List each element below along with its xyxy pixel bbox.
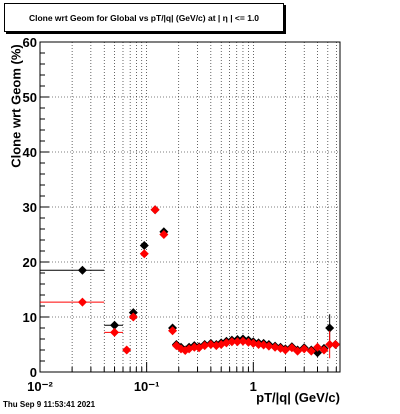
data-point: [227, 337, 237, 347]
x-tick-label: 10⁻²: [27, 379, 53, 394]
y-tick-label: 50: [23, 90, 37, 105]
chart-title-text: Clone wrt Geom for Global vs pT/|q| (GeV…: [28, 12, 260, 23]
data-point: [77, 297, 87, 307]
data-point: [306, 346, 316, 356]
data-point: [139, 241, 149, 250]
data-point: [168, 326, 178, 336]
data-point: [139, 249, 149, 259]
data-point: [313, 342, 323, 352]
data-point: [254, 340, 264, 349]
data-point: [232, 337, 242, 347]
data-point: [331, 340, 341, 349]
data-point: [128, 312, 138, 322]
data-point: [325, 340, 335, 349]
data-point: [319, 345, 329, 355]
x-tick-label: 10⁻¹: [134, 379, 160, 394]
x-tick-label: 1: [250, 379, 257, 394]
y-axis-label-text: Clone wrt Geom (%): [8, 44, 24, 168]
data-point: [159, 230, 169, 239]
grid: [40, 42, 340, 372]
y-tick-label: 40: [23, 145, 37, 160]
data-point: [122, 345, 132, 355]
y-tick-label: 10: [23, 310, 37, 325]
x-axis-label: pT/|q| (GeV/c): [256, 390, 340, 405]
data-point: [110, 327, 120, 337]
y-tick-label: 30: [23, 200, 37, 215]
data-point: [77, 265, 87, 275]
y-tick-label: 60: [23, 35, 37, 50]
chart-title: Clone wrt Geom for Global vs pT/|q| (GeV…: [4, 3, 284, 32]
data-point: [200, 341, 210, 351]
y-tick-label: 20: [23, 255, 37, 270]
data-point: [150, 205, 160, 215]
y-tick-label: 0: [30, 365, 37, 380]
data-point: [325, 323, 335, 333]
series-2: [40, 205, 341, 359]
axes: 0 10 20 30 40 50 60 10⁻² 10⁻¹ 1: [23, 35, 341, 394]
data-point: [264, 341, 274, 351]
series-1: [40, 205, 341, 358]
data-point: [110, 320, 120, 330]
data-point: [313, 348, 323, 358]
timestamp-footer: Thu Sep 9 11:53:41 2021: [3, 400, 96, 409]
data-point: [299, 344, 309, 354]
data-marks: [40, 205, 341, 359]
